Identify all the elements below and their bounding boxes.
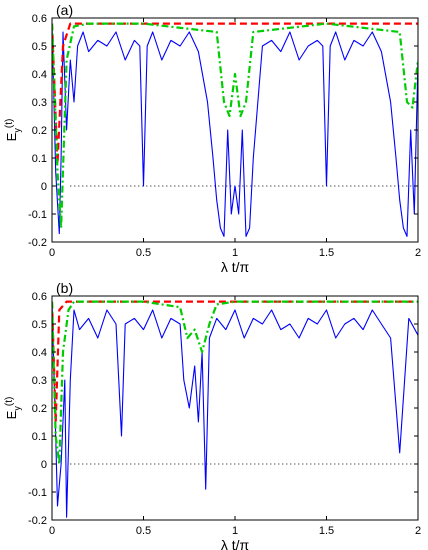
y-axis-label: Ey(t) — [4, 119, 22, 142]
y-tick-label: 0.2 — [32, 125, 47, 137]
x-tick-label: 0.5 — [136, 525, 151, 537]
x-tick-label: 0.5 — [136, 247, 151, 259]
x-axis-label: λ t/π — [221, 537, 250, 550]
x-tick-label: 2 — [415, 525, 421, 537]
y-tick-label: 0 — [41, 459, 47, 471]
y-tick-label: 0.2 — [32, 403, 47, 415]
series-dashed-line — [52, 22, 418, 165]
y-tick-label: 0.6 — [32, 291, 47, 303]
y-tick-label: 0.6 — [32, 13, 47, 25]
series-group — [52, 22, 418, 237]
chart-panel-2: 0 0.5 1 1.5 2 -0.2 -0.1 0 0.1 0.2 0.3 0.4 0.5 0.6 (b) λ… — [4, 280, 421, 550]
series-dash-dot-line — [52, 300, 418, 466]
y-axis-label: Ey(t) — [4, 397, 22, 420]
x-tick-label: 2 — [415, 247, 421, 259]
y-tick-label: -0.1 — [28, 209, 47, 221]
x-tick-label: 1.5 — [319, 525, 334, 537]
panel-label: (a) — [56, 2, 73, 18]
y-tick-label: 0.3 — [32, 375, 47, 387]
y-tick-label: -0.2 — [28, 237, 47, 249]
series-dashed-line — [52, 300, 418, 424]
x-tick-label: 0 — [49, 247, 55, 259]
y-tick-label: -0.1 — [28, 487, 47, 499]
series-group — [52, 300, 418, 518]
y-tick-label: -0.2 — [28, 515, 47, 527]
y-tick-label: 0.4 — [32, 347, 47, 359]
x-tick-label: 1 — [232, 247, 238, 259]
x-tick-label: 1.5 — [319, 247, 334, 259]
y-tick-label: 0.5 — [32, 41, 47, 53]
y-tick-label: 0.4 — [32, 69, 47, 81]
chart-panel-1: 0 0.5 1 1.5 2 -0.2 -0.1 0 0.1 0.2 0.3 0.4 0.5 0.6 (a) λ… — [4, 2, 421, 275]
y-tick-label: 0.5 — [32, 319, 47, 331]
series-solid-line — [52, 23, 418, 237]
series-solid-line — [52, 301, 418, 518]
axes-frame — [51, 17, 419, 243]
panel-label: (b) — [56, 280, 73, 296]
y-tick-label: 0.3 — [32, 97, 47, 109]
y-tick-label: 0.1 — [32, 431, 47, 443]
y-tick-label: 0.1 — [32, 153, 47, 165]
x-axis-label: λ t/π — [221, 259, 250, 275]
y-tick-label: 0 — [41, 181, 47, 193]
x-tick-label: 0 — [49, 525, 55, 537]
series-dash-dot-line — [52, 22, 418, 230]
x-tick-label: 1 — [232, 525, 238, 537]
